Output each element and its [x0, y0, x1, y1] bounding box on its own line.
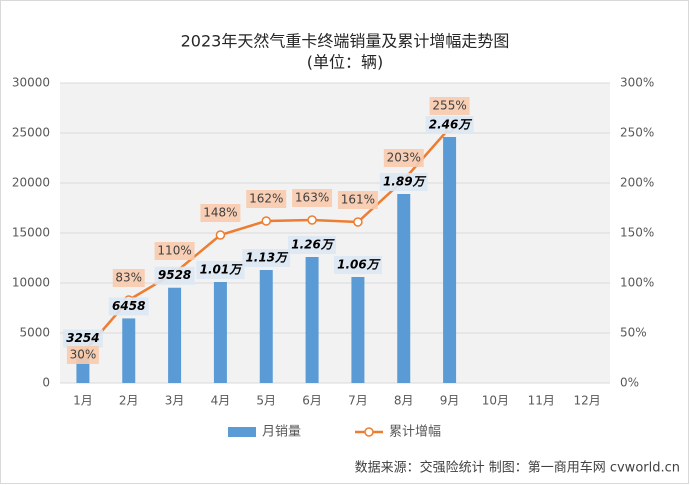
y2-tick-label: 150%	[620, 226, 654, 240]
bar	[259, 270, 273, 383]
line-label: 161%	[341, 193, 375, 207]
bar	[397, 194, 411, 383]
bar-label-bg	[288, 236, 337, 254]
y-tick-label: 30000	[12, 76, 50, 90]
line-label: 255%	[432, 99, 466, 113]
x-tick-label: 12月	[573, 394, 600, 408]
x-tick-label: 8月	[394, 394, 414, 408]
bar-label: 1.01万	[200, 263, 244, 277]
x-tick-label: 3月	[165, 394, 185, 408]
x-tick-label: 4月	[211, 394, 231, 408]
line-label: 110%	[157, 244, 191, 258]
line-label: 163%	[295, 191, 329, 205]
bar-label: 1.26万	[291, 238, 335, 252]
line-label-bg	[200, 204, 241, 222]
x-tick-label: 2月	[119, 394, 139, 408]
bar	[213, 282, 227, 383]
bar-label-bg	[62, 329, 103, 348]
line-label: 30%	[70, 348, 97, 362]
bar-label: 9528	[158, 268, 191, 282]
line-label: 203%	[387, 151, 421, 165]
bar	[351, 277, 365, 383]
line-label: 162%	[249, 192, 283, 206]
bar-label-bg	[379, 173, 428, 191]
x-tick-label: 1月	[73, 394, 93, 408]
bar-label: 1.13万	[245, 251, 289, 265]
chart-subtitle: (单位：辆)	[307, 53, 384, 72]
source: 数据来源：交强险统计 制图：第一商用车网 cvworld.cn	[355, 460, 680, 476]
y-tick-label: 10000	[12, 276, 50, 290]
x-tick-label: 7月	[348, 394, 368, 408]
y2-tick-label: 200%	[620, 176, 654, 190]
x-tick-label: 5月	[256, 394, 276, 408]
bar-label: 6458	[112, 299, 145, 313]
chart-title: 2023年天然气重卡终端销量及累计增幅走势图	[181, 32, 510, 51]
bar-label: 2.46万	[429, 118, 473, 132]
x-tick-label: 11月	[528, 394, 555, 408]
bar-label-bg	[333, 256, 382, 274]
y-tick-label: 20000	[12, 176, 50, 190]
y2-tick-label: 0%	[620, 376, 639, 390]
bar-label: 3254	[66, 331, 99, 345]
line-label-bg	[337, 191, 378, 209]
y-tick-label: 0	[42, 376, 50, 390]
line-label: 148%	[203, 206, 237, 220]
line-label-bg	[154, 242, 195, 260]
y2-tick-label: 50%	[620, 326, 647, 340]
y2-tick-label: 250%	[620, 126, 654, 140]
legend-label: 月销量	[262, 425, 301, 440]
bar-label-bg	[196, 261, 245, 279]
bar-label-bg	[108, 297, 149, 316]
bar	[443, 137, 457, 383]
bar	[305, 257, 319, 383]
y-tick-label: 25000	[12, 126, 50, 140]
bar-label: 1.89万	[383, 175, 427, 189]
y-tick-label: 5000	[19, 326, 50, 340]
line-label-bg	[292, 189, 333, 207]
line-marker	[307, 215, 317, 225]
line-label-bg	[66, 346, 99, 364]
y2-tick-label: 300%	[620, 76, 654, 90]
bar-label-bg	[154, 266, 195, 285]
y-tick-label: 15000	[12, 226, 50, 240]
bar	[122, 318, 136, 383]
legend-swatch	[364, 427, 374, 437]
bar	[168, 287, 182, 383]
bar-label-bg	[425, 116, 474, 134]
line-label-bg	[112, 269, 145, 287]
line-marker	[215, 230, 226, 240]
line-marker	[261, 216, 271, 226]
line-label-bg	[383, 149, 424, 167]
line-label-bg	[246, 190, 287, 208]
legend-label: 累计增幅	[389, 425, 441, 440]
bar-label: 1.06万	[337, 258, 381, 272]
y2-tick-label: 100%	[620, 276, 654, 290]
line-marker	[353, 217, 363, 227]
line-label-bg	[429, 97, 470, 115]
x-tick-label: 6月	[302, 394, 322, 408]
x-tick-label: 9月	[440, 394, 460, 408]
bar-label-bg	[242, 249, 291, 267]
x-tick-label: 10月	[482, 394, 509, 408]
legend-swatch	[228, 427, 256, 437]
line-label: 83%	[115, 271, 142, 285]
